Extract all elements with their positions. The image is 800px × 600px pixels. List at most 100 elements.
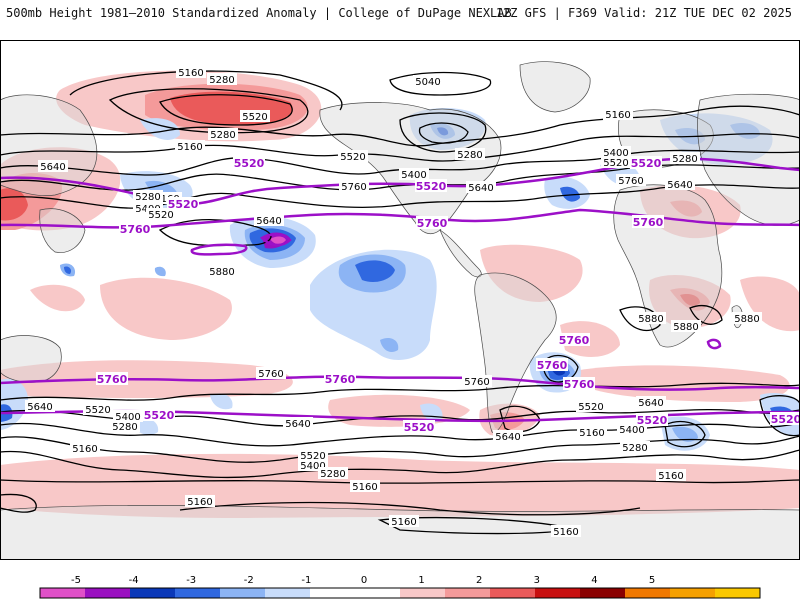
contour-line [158, 219, 272, 247]
contour-label: 5640 [468, 183, 493, 194]
colorbar-swatch [310, 588, 356, 598]
contour-label: 5160 [177, 142, 202, 153]
colorbar-tick-label: -3 [186, 575, 196, 586]
contour-label: 5520 [578, 402, 603, 413]
colorbar-tick-label: 3 [534, 575, 540, 586]
contour-line [179, 501, 641, 516]
contour-label: 5280 [622, 443, 647, 454]
contour-line [0, 133, 800, 162]
colorbar-swatches [39, 587, 761, 599]
negative-anomaly-area [210, 393, 233, 410]
negative-anomaly-area [560, 186, 580, 202]
colorbar-swatch [355, 588, 401, 598]
contour-label: 5280 [320, 469, 345, 480]
highlight-label: 5520 [771, 413, 800, 426]
highlight-label: 5760 [120, 223, 151, 236]
contour-label: 5280 [457, 150, 482, 161]
contour-label: 5520 [340, 152, 365, 163]
highlight-closed-contour [259, 233, 292, 247]
contour-label: 5280 [672, 154, 697, 165]
highlight-label: 5520 [416, 180, 447, 193]
positive-anomaly-area [480, 244, 583, 302]
colorbar-swatch [670, 588, 716, 598]
negative-anomaly-area [355, 260, 395, 282]
colorbar-ticks: -5 -4 -3 -2 -1 0 1 2 3 4 5 [71, 575, 655, 586]
contour-label: 5880 [638, 314, 663, 325]
central-america-outline [439, 229, 482, 278]
highlight-label: 5760 [97, 373, 128, 386]
colorbar-tick-label: -4 [129, 575, 139, 586]
highlight-label: 5760 [537, 359, 568, 372]
contour-line [689, 305, 723, 325]
contour-line [0, 105, 800, 147]
negative-anomaly-area [154, 266, 166, 277]
colorbar-frame [39, 587, 761, 599]
positive-anomaly-area [100, 277, 232, 340]
colorbar-tick-label: 5 [649, 575, 655, 586]
contour-label: 5640 [638, 398, 663, 409]
greenland-outline [519, 61, 591, 113]
colorbar-swatch [580, 588, 626, 598]
contour-label: 5640 [285, 419, 310, 430]
contour-label: 5400 [603, 148, 628, 159]
contour-label: 5160 [605, 110, 630, 121]
colorbar-swatch [715, 588, 761, 598]
contour-line [69, 70, 343, 111]
contour-label: 5160 [72, 444, 97, 455]
contour-line [0, 422, 800, 447]
southeast-asia-outline [39, 208, 86, 253]
highlight-label: 5760 [564, 378, 595, 391]
colorbar-swatch [265, 588, 311, 598]
contour-label: 5640 [495, 432, 520, 443]
highlight-closed-contour [190, 243, 248, 256]
contour-label: 5400 [115, 412, 140, 423]
contour-label: 5520 [148, 210, 173, 221]
contour-line [0, 449, 800, 479]
highlight-label: 5520 [234, 157, 265, 170]
contour-label: 5280 [112, 422, 137, 433]
contour-label: 5520 [300, 451, 325, 462]
colorbar-swatch [490, 588, 536, 598]
positive-anomaly-area [30, 284, 85, 312]
contour-label: 5400 [401, 170, 426, 181]
map-title: 500mb Height 1981–2010 Standardized Anom… [6, 6, 512, 20]
contour-label: 5760 [464, 377, 489, 388]
contour-label: 5640 [667, 180, 692, 191]
anomaly-map[interactable]: 5160 5280 5520 5040 5160 5280 5160 5280 … [0, 40, 800, 560]
contour-line [418, 122, 469, 144]
highlight-label: 5760 [417, 217, 448, 230]
highlight-contour-5760-south [0, 375, 800, 391]
contour-line [759, 395, 800, 437]
negative-anomaly-area [270, 236, 286, 244]
contour-label: 5160 [658, 471, 683, 482]
contour-label: 5160 [352, 482, 377, 493]
colorbar-tick-label: 1 [418, 575, 424, 586]
contour-label: 5640 [40, 162, 65, 173]
contour-line [0, 435, 800, 463]
contour-label: 5040 [415, 77, 440, 88]
highlight-label: 5520 [631, 157, 662, 170]
colorbar-tick-label: 4 [591, 575, 597, 586]
contour-label: 5400 [619, 425, 644, 436]
positive-anomaly-area [670, 200, 702, 217]
contour-line [108, 88, 309, 134]
colorbar-tick-label: -2 [244, 575, 254, 586]
positive-anomaly-area [70, 185, 106, 210]
contour-line [399, 112, 487, 153]
highlight-label: 5520 [168, 198, 199, 211]
contour-line [619, 306, 661, 332]
highlight-label: 5760 [633, 216, 664, 229]
contour-label: 5640 [27, 402, 52, 413]
contour-label: 5640 [256, 216, 281, 227]
contour-label: 5400 [300, 461, 325, 472]
colorbar-swatch [130, 588, 176, 598]
colorbar-swatch [535, 588, 581, 598]
contour-label: 5880 [734, 314, 759, 325]
contour-line [0, 493, 37, 513]
highlight-contour-labels: 5520 5760 5520 5760 5520 5760 5760 5760 … [96, 156, 800, 434]
contour-label: 5520 [603, 158, 628, 169]
contour-label: 5160 [391, 517, 416, 528]
negative-anomaly-area [140, 118, 180, 140]
contour-label: 5160 [553, 527, 578, 538]
colorbar-legend: -5 -4 -3 -2 -1 0 1 2 3 4 5 [39, 575, 761, 599]
